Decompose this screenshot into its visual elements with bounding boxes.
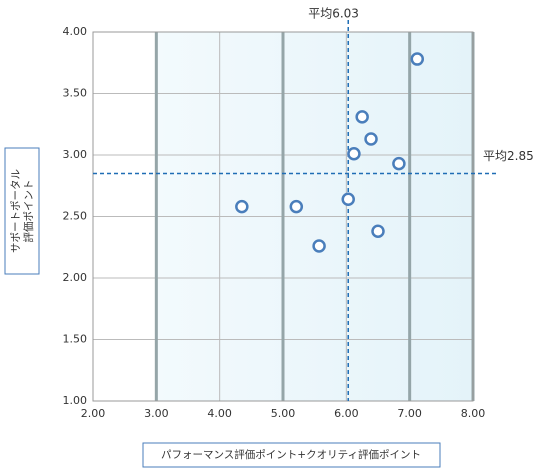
y-axis-label: サポートポータル [10,169,22,253]
x-axis-label: パフォーマンス評価ポイント+クオリティ評価ポイント [161,448,421,461]
y-tick-label: 1.50 [63,333,88,346]
y-tick-label: 1.00 [63,394,88,407]
y-axis-label: 評価ポイント [22,180,35,243]
y-tick-label: 3.50 [63,87,88,100]
y-tick-label: 4.00 [63,25,88,38]
point [341,192,355,207]
y-label-box [4,147,40,275]
x-tick-label: 4.00 [207,407,232,420]
y-tick-label: 2.50 [63,210,88,223]
point [347,147,361,161]
point [371,224,385,239]
plot-border [92,31,474,402]
y-tick-label: 2.00 [63,271,88,284]
point [289,199,304,214]
y-tick-label: 3.00 [63,148,88,161]
mean-label: 平均2.85 [483,149,534,163]
x-tick-label: 6.00 [334,407,359,420]
point [312,239,326,253]
point [364,132,378,146]
point [355,110,369,124]
x-tick-label: 7.00 [397,407,422,420]
x-tick-label: 5.00 [271,407,296,420]
x-tick-label: 8.00 [461,407,486,420]
x-label-box [142,442,441,468]
mean-label: 平均6.03 [308,7,359,21]
x-tick-label: 3.00 [144,407,169,420]
x-tick-label: 2.00 [81,407,106,420]
point [235,199,249,214]
point [410,52,425,66]
point [392,156,406,171]
